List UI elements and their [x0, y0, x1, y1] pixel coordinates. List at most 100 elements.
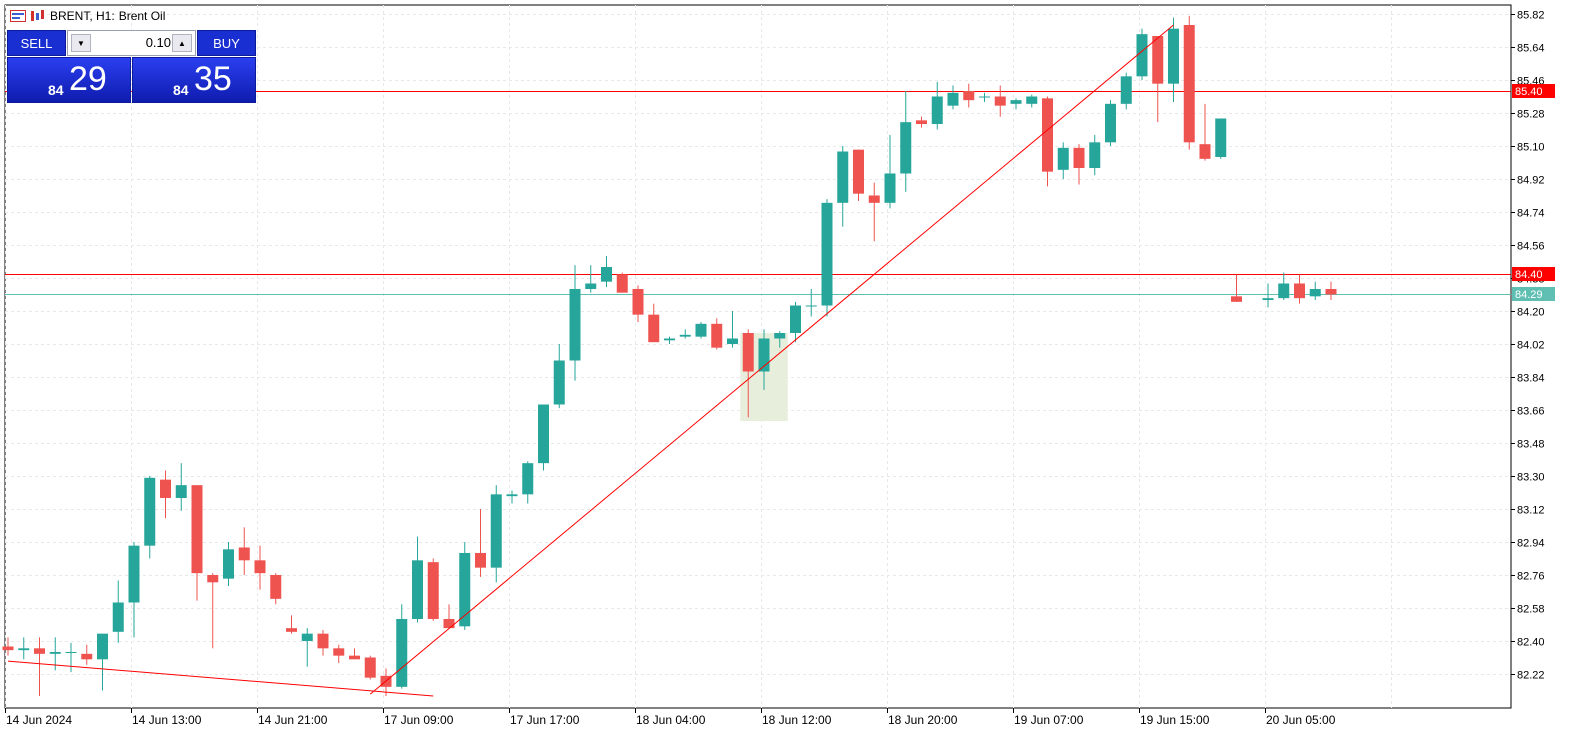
candle-body[interactable]: [1262, 298, 1274, 300]
candle-body[interactable]: [1183, 24, 1195, 143]
x-tick-label: 17 Jun 09:00: [384, 713, 454, 727]
volume-decrease-icon[interactable]: ▼: [71, 34, 91, 52]
candle-body[interactable]: [538, 404, 549, 464]
price-tag: [1512, 287, 1555, 301]
candle-body[interactable]: [1309, 288, 1321, 297]
candle-body[interactable]: [1231, 296, 1242, 302]
candle-body[interactable]: [616, 274, 628, 293]
candle-body[interactable]: [506, 494, 518, 497]
candle-body[interactable]: [774, 332, 786, 339]
candle-body[interactable]: [65, 651, 77, 653]
candle-body[interactable]: [349, 655, 360, 660]
sell-button[interactable]: SELL: [7, 30, 66, 56]
candle-body[interactable]: [97, 633, 108, 660]
candle-body[interactable]: [947, 92, 959, 106]
candle-body[interactable]: [994, 96, 1006, 106]
candle-body[interactable]: [632, 288, 644, 315]
candle-body[interactable]: [128, 545, 140, 603]
candle-body[interactable]: [396, 618, 408, 687]
candle-body[interactable]: [1120, 76, 1132, 104]
candle-body[interactable]: [112, 602, 124, 632]
candle-body[interactable]: [490, 494, 502, 568]
candle-body[interactable]: [1152, 35, 1164, 84]
candle-body[interactable]: [931, 96, 943, 124]
candle-body[interactable]: [979, 96, 990, 98]
candle-body[interactable]: [1105, 103, 1116, 143]
candle-body[interactable]: [333, 648, 345, 656]
candle-body[interactable]: [207, 574, 219, 583]
candle-body[interactable]: [254, 560, 266, 574]
candle-body[interactable]: [1199, 144, 1211, 159]
candle-body[interactable]: [443, 618, 455, 629]
candle-body[interactable]: [364, 657, 376, 678]
candle-body[interactable]: [1057, 147, 1069, 170]
candle-body[interactable]: [1089, 142, 1101, 168]
candle-body[interactable]: [18, 648, 30, 651]
candle-body[interactable]: [286, 628, 297, 632]
candle-body[interactable]: [49, 651, 61, 654]
candle-body[interactable]: [412, 560, 423, 619]
candle-body[interactable]: [837, 151, 849, 203]
candle-body[interactable]: [1294, 283, 1305, 299]
candle-body[interactable]: [900, 122, 912, 174]
candle-body[interactable]: [963, 90, 975, 101]
candle-body[interactable]: [191, 485, 203, 574]
trendline[interactable]: [7, 660, 434, 697]
trendline[interactable]: [369, 24, 1174, 695]
y-tick-label: 82.22: [1517, 670, 1545, 682]
candle-body[interactable]: [1010, 100, 1022, 104]
candle-body[interactable]: [805, 305, 817, 307]
candle-body[interactable]: [916, 120, 927, 124]
candle-body[interactable]: [2, 646, 14, 651]
candle-body[interactable]: [679, 334, 691, 337]
candle-body[interactable]: [459, 552, 471, 627]
buy-price-box[interactable]: 84 35: [132, 57, 256, 103]
candle-body[interactable]: [301, 633, 313, 641]
candle-body[interactable]: [1026, 96, 1038, 104]
sell-price-box[interactable]: 84 29: [7, 57, 131, 103]
volume-value[interactable]: 0.10: [145, 35, 171, 50]
candle-body[interactable]: [317, 633, 329, 649]
candle-body[interactable]: [711, 323, 723, 348]
candle-body[interactable]: [223, 549, 234, 579]
volume-increase-icon[interactable]: ▲: [172, 34, 192, 52]
candle-body[interactable]: [427, 562, 439, 619]
candle-body[interactable]: [1215, 118, 1227, 157]
chart-title: BRENT, H1: Brent Oil: [10, 7, 165, 25]
candle-body[interactable]: [175, 485, 187, 498]
candle-body[interactable]: [742, 332, 754, 372]
candle-body[interactable]: [1073, 147, 1085, 168]
candle-body[interactable]: [270, 574, 282, 599]
candle-body[interactable]: [1042, 98, 1053, 172]
candle-body[interactable]: [1325, 288, 1337, 295]
candle-body[interactable]: [664, 338, 675, 341]
candle-body[interactable]: [790, 305, 801, 333]
candle-body[interactable]: [853, 149, 864, 194]
candle-body[interactable]: [727, 338, 738, 344]
candle-body[interactable]: [160, 479, 171, 498]
candle-body[interactable]: [238, 547, 250, 561]
candle-body[interactable]: [758, 338, 770, 372]
candle-body[interactable]: [81, 653, 93, 660]
candle-body[interactable]: [648, 314, 660, 343]
candle-body[interactable]: [695, 323, 707, 337]
volume-field[interactable]: ▼ 0.10 ▲: [67, 30, 196, 56]
candle-body[interactable]: [475, 552, 486, 568]
candle-body[interactable]: [821, 202, 833, 306]
candle-body[interactable]: [522, 463, 534, 495]
candle-body[interactable]: [1136, 34, 1148, 77]
candle-body[interactable]: [585, 283, 597, 289]
candle-body[interactable]: [601, 266, 612, 282]
buy-button[interactable]: BUY: [197, 30, 256, 56]
candle-body[interactable]: [868, 195, 880, 203]
candle-body[interactable]: [144, 477, 156, 546]
candle-body[interactable]: [553, 360, 565, 405]
candle-body[interactable]: [569, 288, 581, 361]
y-tick-label: 82.40: [1517, 637, 1545, 649]
candle-body[interactable]: [34, 648, 45, 654]
candle-body[interactable]: [1168, 28, 1179, 84]
candle-body[interactable]: [884, 173, 896, 203]
candle-body[interactable]: [1278, 283, 1290, 299]
